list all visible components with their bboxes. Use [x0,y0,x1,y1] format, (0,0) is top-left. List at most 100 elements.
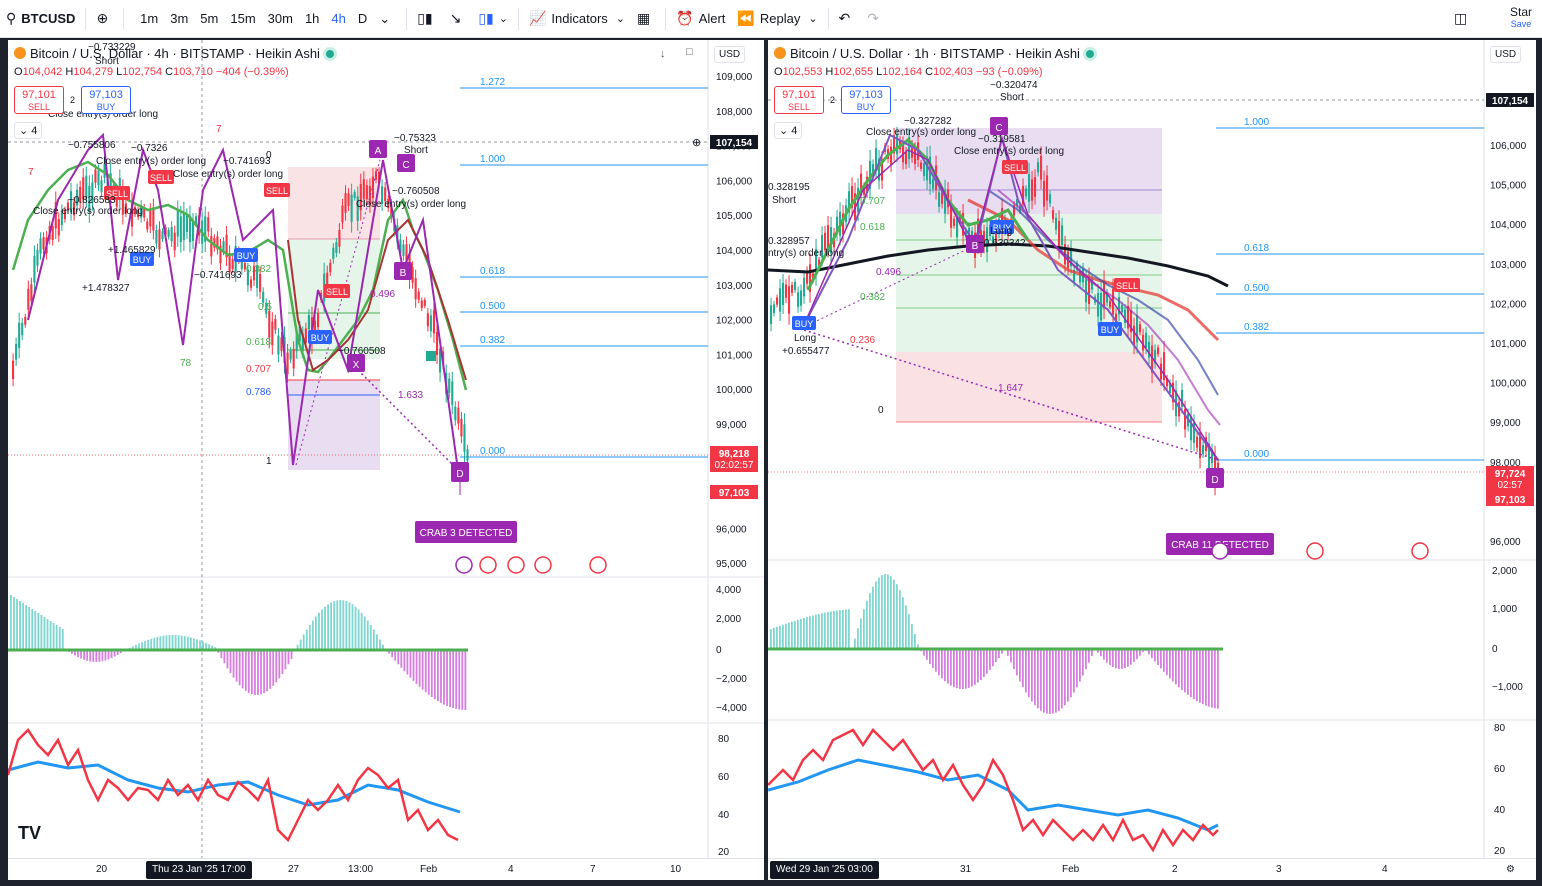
chart-legend-left[interactable]: Bitcoin / U.S. Dollar · 4h · BITSTAMP · … [14,46,334,61]
histogram-bar [974,649,976,685]
histogram-bar [257,650,259,695]
interval-5m[interactable]: 5m [200,11,219,26]
candle-body [463,424,466,452]
chart-canvas-left[interactable]: A C B X D BUY BUY BUY SELL SELL SELL SEL… [8,40,764,880]
interval-1h[interactable]: 1h [304,11,320,26]
line-style-button[interactable]: ↘ [444,0,473,38]
chart-panel-right[interactable]: C B D BUY BUY BUY SELL SELL Close entry(… [768,40,1536,880]
histogram-bar [1106,649,1108,663]
currency-selector[interactable]: USD [714,46,746,63]
interval-1m[interactable]: 1m [140,11,159,26]
us-flag-event-icon[interactable] [1411,542,1429,560]
histogram-bar [776,626,778,649]
us-flag-event-icon[interactable] [479,556,497,574]
compare-button[interactable]: ⊕ [90,0,119,38]
histogram-bar [19,601,21,650]
scroll-down-icon[interactable]: ↓ [660,48,666,60]
sell-button[interactable]: 97,101 SELL [14,86,64,114]
symbol-search[interactable]: ⚲ BTCUSD [0,0,81,38]
histogram-bar [1082,649,1084,676]
currency-selector[interactable]: USD [1490,46,1522,63]
svg-text:Long: Long [794,333,816,344]
add-price-alert-icon[interactable]: ⊕ [692,137,702,149]
chart-canvas-right[interactable]: C B D BUY BUY BUY SELL SELL Close entry(… [768,40,1536,880]
interval-15m[interactable]: 15m [230,11,256,26]
chart-legend-right[interactable]: Bitcoin / U.S. Dollar · 1h · BITSTAMP · … [774,46,1094,61]
histogram-bar [1100,649,1102,657]
candle-body [33,256,36,283]
candle-body [146,221,149,230]
replay-button[interactable]: ⏪ Replay ⌄ [731,0,823,38]
interval-dropdown-chevron-icon[interactable]: ⌄ [379,10,391,26]
candle-body [167,230,170,237]
settings-gear-icon[interactable]: ⚙ [1506,864,1515,875]
redo-button[interactable]: ↷ [861,0,890,38]
histogram-bar [1148,649,1150,655]
indicator-collapse-toggle[interactable]: ⌄ 4 [14,122,43,139]
star-label: Star [1509,5,1532,19]
templates-button[interactable]: ▦ [631,0,661,38]
price-axis-right[interactable]: 106,000 105,000 104,000 103,000 102,000 101,0… [1490,141,1527,548]
histogram-bar [196,639,198,650]
time-crosshair-label: Thu 23 Jan '25 17:00 [146,861,252,879]
interval-3m[interactable]: 3m [170,11,189,26]
candle-body [1103,281,1106,309]
us-flag-event-icon[interactable] [534,556,552,574]
heikin-ashi-button[interactable]: ▯▮ ⌄ [472,0,514,38]
candle-body [371,176,375,199]
histogram-bar [1187,649,1189,695]
interval-30m[interactable]: 30m [267,11,293,26]
us-flag-event-icon[interactable] [507,556,525,574]
candle-body [863,185,866,195]
candle-body [301,333,304,352]
indicators-button[interactable]: 📈 Indicators ⌄ [523,0,631,38]
histogram-bar [141,642,143,650]
histogram-bar [116,650,119,655]
price-tick: 101,000 [1490,339,1527,350]
indicator-collapse-toggle[interactable]: ⌄ 4 [774,122,803,139]
sell-button[interactable]: 97,101 SELL [774,86,824,114]
histogram-bar [449,650,452,708]
market-open-icon [325,50,334,58]
bar-style-button[interactable]: ▯▮ [411,0,443,38]
candle-body [54,202,57,229]
histogram-bar [83,650,86,660]
time-axis-left[interactable]: 20 Thu 23 Jan '25 17:00 27 13:00 Feb 4 7… [8,858,764,880]
layout-button[interactable]: ◫ [1448,0,1478,38]
fib-label: 1.272 [480,77,505,88]
alert-button[interactable]: ⏰ Alert [670,0,731,38]
histogram-bar [272,650,275,686]
lightning-event-icon[interactable] [1211,542,1229,560]
buy-button[interactable]: 97,103 BUY [841,86,892,114]
undo-button[interactable]: ↶ [833,0,862,38]
chart-panel-left[interactable]: A C B X D BUY BUY BUY SELL SELL SELL SEL… [8,40,764,880]
svg-text:Long: Long [990,226,1012,237]
histogram-bar [917,644,919,649]
osc-tick: 2,000 [716,614,741,625]
price-tick: 105,000 [1490,181,1527,192]
maximize-icon[interactable]: □ [686,46,693,58]
histogram-bar [962,649,964,689]
svg-text:0.618: 0.618 [246,337,271,348]
histogram-bar [971,649,973,687]
us-flag-event-icon[interactable] [589,556,607,574]
time-axis-right[interactable]: Wed 29 Jan '25 03:00 31 Feb 2 3 4 ⚙ [768,858,1536,880]
interval-D[interactable]: D [357,11,368,26]
histogram-bar [266,650,269,692]
star-save-button[interactable]: Star Save [1510,6,1532,30]
histogram-bar [1073,649,1075,693]
candle-body [908,137,911,160]
interval-4h[interactable]: 4h [331,11,346,26]
lightning-event-icon[interactable] [455,556,473,574]
time-label: 20 [96,864,108,875]
svg-text:BUY: BUY [795,319,814,329]
rsi-tick: 60 [718,772,730,783]
candle-body [286,352,289,375]
svg-text:−0.741693: −0.741693 [194,270,242,281]
candle-body [1037,162,1040,173]
histogram-bar [983,649,985,678]
candle-body [18,322,21,349]
candle-body [109,173,112,199]
us-flag-event-icon[interactable] [1306,542,1324,560]
buy-button[interactable]: 97,103 BUY [81,86,132,114]
